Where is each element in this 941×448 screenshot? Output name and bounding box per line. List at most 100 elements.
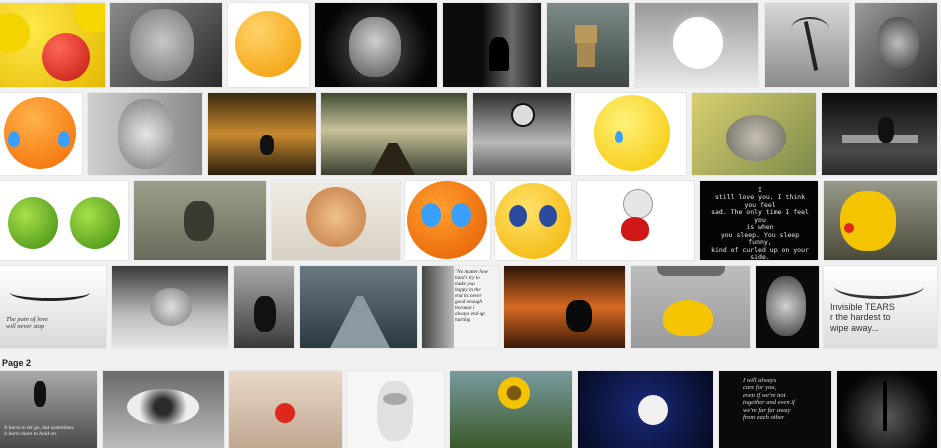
image-result-sad-toddler[interactable]: [88, 93, 202, 175]
image-result-dark-tree[interactable]: [837, 371, 937, 448]
crying-face-icon: [407, 181, 487, 259]
minion: [377, 381, 413, 441]
tree-branch: [791, 17, 829, 41]
doll-head: [623, 189, 653, 219]
image-result-sad-boy[interactable]: [315, 3, 437, 87]
image-result-pier-bench[interactable]: [321, 93, 467, 175]
danbo-box: [575, 25, 597, 43]
image-result-sad-pikachu[interactable]: [824, 181, 937, 260]
image-result-boo-dog[interactable]: [272, 181, 400, 260]
eye-icon: [451, 203, 471, 227]
woman-head: [877, 17, 919, 69]
image-result-danbo-robot[interactable]: [547, 3, 629, 87]
image-result-always-care-quote[interactable]: I will always care for you, even if we'r…: [719, 371, 831, 448]
boy-face: [349, 17, 401, 77]
always-care-text: I will always care for you, even if we'r…: [743, 377, 795, 422]
image-result-rain-cloud-smiley[interactable]: [631, 266, 750, 348]
yellow-smiley-icon: [75, 3, 105, 33]
image-result-grey-kitten[interactable]: [112, 266, 228, 348]
tear-drop-icon: [615, 131, 623, 143]
toddler-face: [118, 99, 174, 169]
hands-face: [766, 276, 806, 336]
sunflower-icon: [498, 377, 530, 409]
kitten: [726, 115, 786, 161]
sad-face-icon: [235, 11, 301, 77]
sitting-silhouette: [878, 117, 894, 143]
tear-drop-icon: [58, 131, 70, 147]
heart-icon: [621, 217, 649, 241]
apple-icon: [70, 197, 120, 249]
rain-cloud: [657, 266, 725, 276]
pikachu: [840, 191, 896, 251]
image-result-sad-panda[interactable]: [578, 371, 713, 448]
image-result-white-kitten[interactable]: [635, 3, 758, 87]
image-result-bare-tree[interactable]: [765, 3, 849, 87]
image-result-man-sitting-road[interactable]: [134, 181, 266, 260]
eye-icon: [539, 205, 557, 227]
eye-icon: [421, 203, 441, 227]
image-result-bench-sitting[interactable]: [822, 93, 937, 175]
pier: [371, 143, 415, 175]
kitten: [150, 288, 192, 326]
woman-face: [422, 266, 454, 348]
image-result-rainy-street[interactable]: [300, 266, 417, 348]
image-result-sitting-in-dark[interactable]: [443, 3, 541, 87]
sitting-silhouette: [254, 296, 276, 332]
sitting-silhouette: [566, 300, 592, 332]
kneeling-silhouette: [260, 135, 274, 155]
sad-blob-icon: [663, 300, 713, 336]
image-result-eye-tear[interactable]: [103, 371, 224, 448]
tree-trunk: [883, 381, 887, 431]
eye-icon: [127, 389, 199, 425]
closed-eye: [10, 284, 90, 301]
image-result-love-note[interactable]: I still love you. I think you feel sad. …: [700, 181, 818, 260]
page-number-label: Page 2: [2, 358, 32, 368]
apple-icon: [8, 197, 58, 249]
image-result-skull-heart-doll[interactable]: [577, 181, 694, 260]
image-result-clocks-surreal[interactable]: [473, 93, 571, 175]
image-result-sad-minion[interactable]: [347, 371, 444, 448]
kitten: [673, 17, 723, 69]
image-result-no-matter-quote[interactable]: "No matter how hard i try to make you ha…: [422, 266, 499, 348]
image-result-green-apples[interactable]: [0, 181, 128, 260]
pikachu-cheek: [844, 223, 854, 233]
sitting-silhouette: [489, 37, 509, 71]
danbo-body: [577, 43, 595, 67]
sitting-man: [184, 201, 214, 241]
image-result-sad-smiley-tear[interactable]: [575, 93, 686, 175]
image-result-sad-clown[interactable]: [229, 371, 342, 448]
image-result-crying-orange-face[interactable]: [405, 181, 490, 260]
image-result-sunset-kneeling[interactable]: [208, 93, 316, 175]
image-result-sad-baby[interactable]: [110, 3, 222, 87]
image-result-teary-eye-quote[interactable]: The pain of love will never stop: [0, 266, 106, 348]
eye-icon: [509, 205, 527, 227]
baby-face: [130, 9, 194, 81]
image-result-sad-kitten[interactable]: [692, 93, 816, 175]
panda: [638, 395, 668, 425]
sad-face-icon: [594, 95, 670, 171]
image-result-sad-smileys-red[interactable]: [0, 3, 105, 87]
tear-quote-text: The pain of love will never stop: [6, 316, 49, 331]
no-matter-quote-text: "No matter how hard i try to make you ha…: [455, 269, 489, 323]
image-result-pleading-face[interactable]: [495, 181, 571, 260]
image-result-hands-over-face[interactable]: [756, 266, 819, 348]
love-note-text: I still love you. I think you feel sad. …: [711, 186, 809, 260]
yellow-smiley-icon: [0, 13, 30, 53]
image-result-window-silhouette[interactable]: [234, 266, 294, 348]
minion-goggle: [383, 393, 407, 405]
image-result-orange-sunset-sitting[interactable]: [504, 266, 625, 348]
image-result-sad-emoticon[interactable]: [228, 3, 309, 87]
image-result-hurts-to-let-go[interactable]: It hurts to let go, but sometimes it hur…: [0, 371, 97, 448]
clock-icon: [511, 103, 535, 127]
street: [330, 296, 390, 348]
pleading-face-icon: [495, 183, 571, 259]
image-result-crying-woman[interactable]: [855, 3, 937, 87]
tear-drop-icon: [8, 131, 20, 147]
puppy: [306, 187, 366, 247]
image-result-crying-emoticon[interactable]: [0, 93, 82, 175]
clown-nose-icon: [275, 403, 295, 423]
image-result-invisible-tears[interactable]: Invisible TEARS r the hardest to wipe aw…: [824, 266, 937, 348]
image-result-sad-sunflower[interactable]: [450, 371, 572, 448]
walking-silhouette: [34, 381, 46, 407]
eye-lashes: [834, 274, 924, 299]
